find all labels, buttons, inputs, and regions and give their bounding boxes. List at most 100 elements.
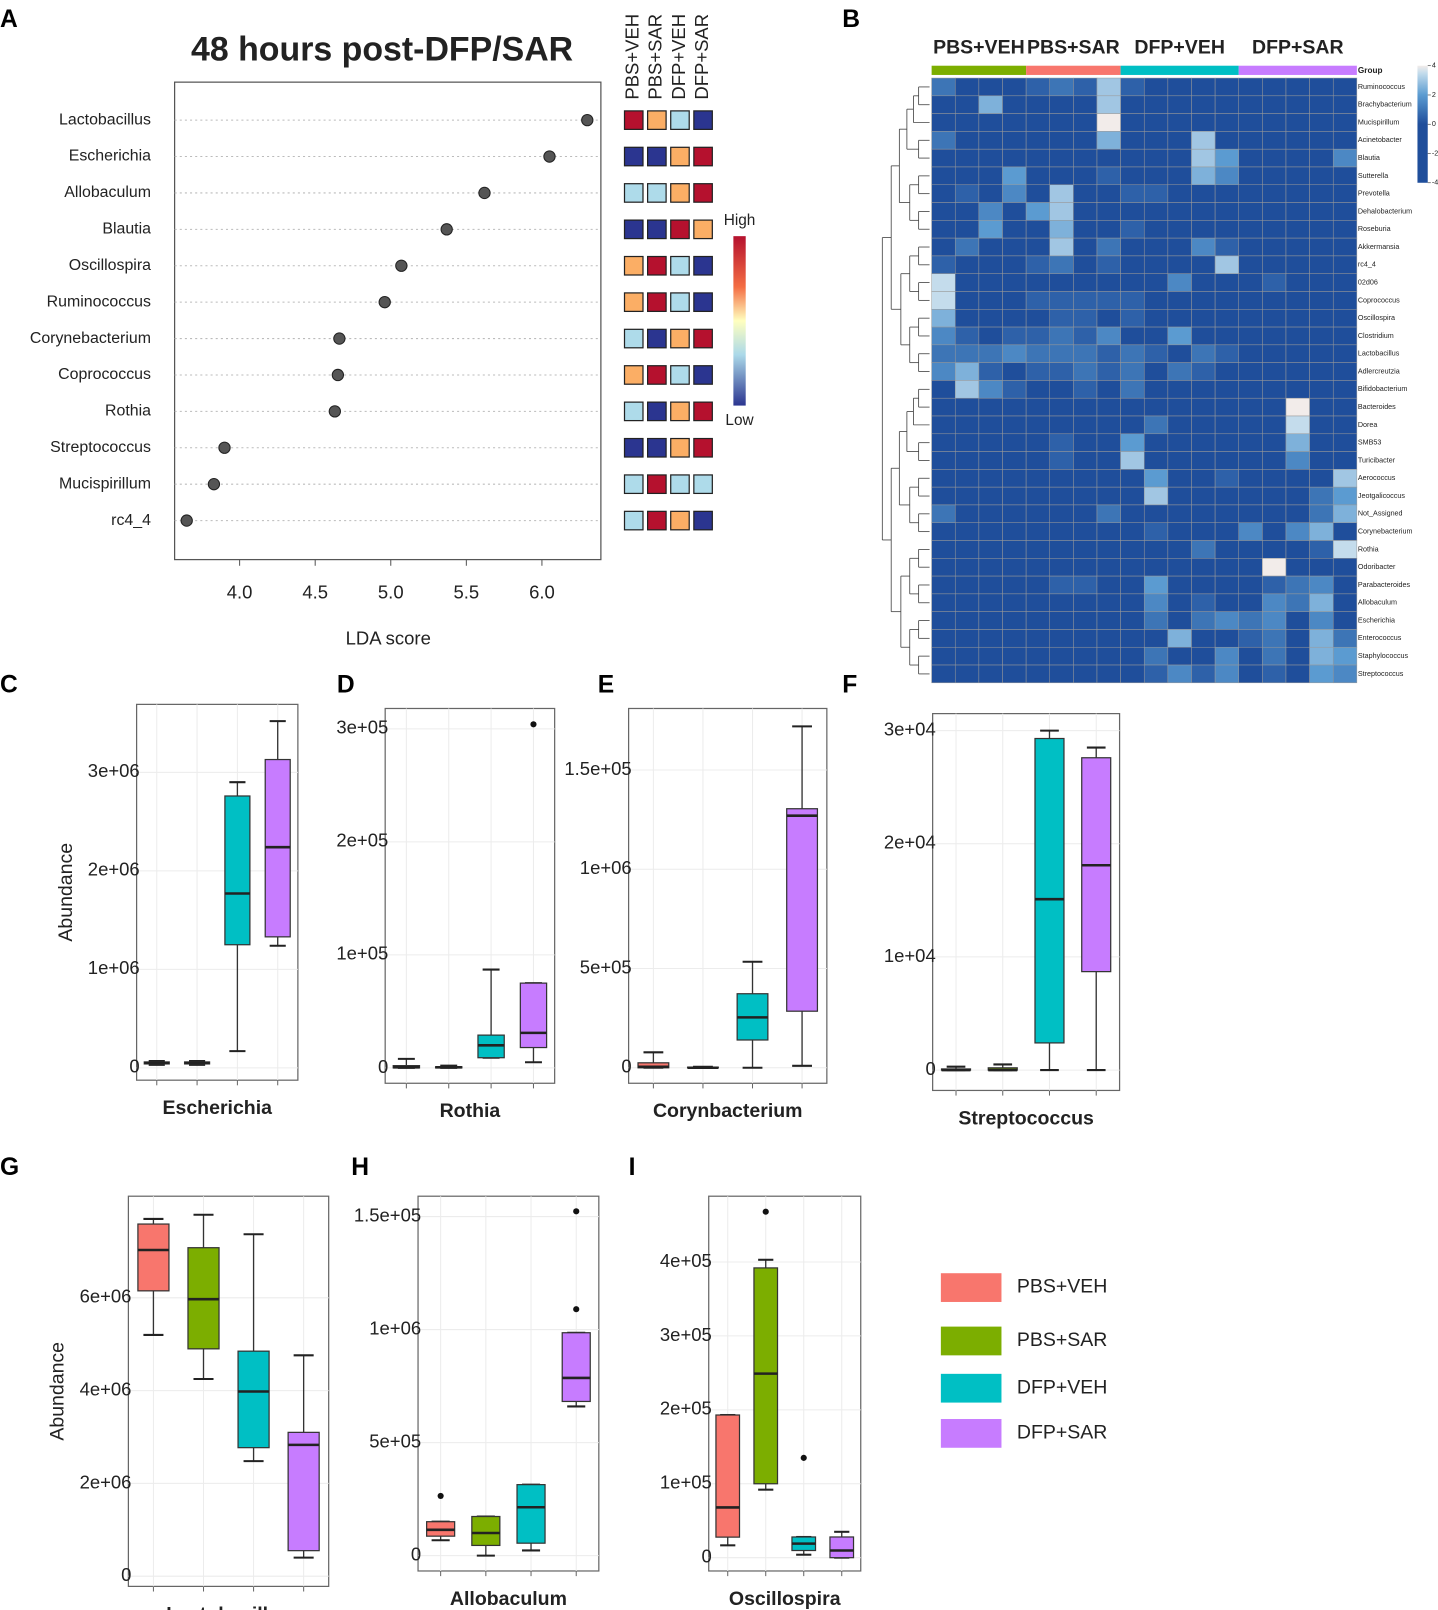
- heat-cell: [931, 575, 956, 595]
- heat-cell: [1073, 540, 1098, 559]
- y-tick-label: 1e+06: [369, 1317, 421, 1338]
- heat-cell: [1285, 646, 1310, 666]
- heat-cell: [931, 95, 956, 114]
- heat-cell: [978, 611, 1003, 630]
- heat-cell: [1143, 433, 1169, 452]
- heat-cell: [1167, 522, 1192, 541]
- heat-cell: [1167, 646, 1192, 666]
- heat-cell: [1120, 575, 1145, 595]
- heat-cell: [931, 220, 956, 239]
- heat-cell: [1285, 629, 1310, 648]
- heat-cell: [1238, 415, 1263, 435]
- heat-cell: [1262, 326, 1287, 346]
- group-bar: [931, 65, 1027, 75]
- heat-cell: [1049, 148, 1074, 168]
- heat-cell: [1309, 309, 1334, 328]
- heat-cell: [954, 486, 980, 506]
- heat-cell: [1002, 148, 1027, 168]
- heat-cell: [931, 131, 956, 150]
- panel-letter: C: [0, 671, 18, 698]
- heat-cell: [1214, 380, 1239, 399]
- heat-cell: [1049, 558, 1074, 577]
- heat-cell: [1238, 558, 1263, 577]
- heat-cell: [954, 522, 980, 541]
- heat-cell: [931, 504, 956, 523]
- legend-swatch: [940, 1373, 1002, 1403]
- x-axis-label: Lactobacillus: [166, 1603, 291, 1610]
- color-tick-label: 0: [1432, 120, 1436, 128]
- y-tick-label: 1e+06: [580, 857, 632, 878]
- heat-cell: [1025, 202, 1050, 221]
- group-cell: [693, 110, 713, 130]
- heat-cell: [1049, 522, 1074, 541]
- category-label: Coprococcus: [58, 366, 151, 383]
- heat-cell: [1285, 95, 1310, 114]
- heat-cell: [1167, 575, 1192, 595]
- heat-cell: [1262, 362, 1287, 381]
- heat-cell: [1025, 131, 1050, 150]
- heat-cell: [1262, 237, 1287, 257]
- heat-cell: [1191, 451, 1216, 470]
- heat-cell: [954, 113, 980, 132]
- heat-cell: [1332, 522, 1358, 541]
- heat-cell: [1309, 77, 1334, 97]
- heat-cell: [1049, 486, 1074, 506]
- heat-cell: [1120, 220, 1145, 239]
- heat-cell: [1191, 397, 1216, 417]
- heat-cell: [1214, 486, 1239, 506]
- heat-cell: [1214, 504, 1239, 523]
- heat-cell: [1167, 166, 1192, 186]
- heat-cell: [1285, 540, 1310, 559]
- heat-cell: [1309, 433, 1334, 452]
- heat-cell: [931, 486, 956, 506]
- group-column-label: PBS+SAR: [645, 14, 666, 100]
- heat-cell: [1214, 522, 1239, 541]
- heat-cell: [1214, 220, 1239, 239]
- heat-cell: [1073, 433, 1098, 452]
- heat-cell: [1238, 664, 1263, 684]
- category-label: Escherichia: [69, 148, 151, 165]
- category-label: Corynebacterium: [30, 330, 151, 347]
- heat-cell: [978, 504, 1003, 523]
- group-header: PBS+VEH: [933, 36, 1025, 58]
- heat-cell: [978, 184, 1003, 203]
- row-label: Dehalobacterium: [1358, 207, 1412, 215]
- panel-letter: B: [842, 6, 860, 33]
- heat-cell: [1002, 575, 1027, 595]
- heat-cell: [1285, 433, 1310, 452]
- heat-cell: [1214, 202, 1239, 221]
- group-cell: [623, 328, 644, 349]
- heat-cell: [1332, 593, 1358, 612]
- heat-cell: [1143, 326, 1169, 346]
- heat-cell: [1214, 397, 1239, 417]
- row-label: Not_Assigned: [1358, 510, 1403, 518]
- heat-cell: [954, 77, 980, 97]
- box: [519, 982, 548, 1049]
- heat-cell: [1049, 202, 1074, 221]
- heat-cell: [931, 77, 956, 97]
- heat-cell: [1309, 664, 1334, 684]
- heat-cell: [978, 237, 1003, 257]
- heat-cell: [978, 397, 1003, 417]
- color-tick-label: -4: [1432, 179, 1438, 187]
- legend-swatch: [940, 1273, 1002, 1302]
- legend-label: DFP+SAR: [1017, 1422, 1108, 1444]
- heat-cell: [1096, 326, 1121, 346]
- heat-cell: [1238, 646, 1263, 666]
- heat-cell: [1309, 362, 1334, 381]
- heat-cell: [1143, 113, 1169, 132]
- heat-cell: [954, 611, 980, 630]
- heat-cell: [1025, 486, 1050, 506]
- dot: [328, 405, 342, 418]
- heat-cell: [1120, 522, 1145, 541]
- heat-cell: [1262, 380, 1287, 399]
- heat-cell: [1332, 344, 1358, 363]
- heat-cell: [1120, 397, 1145, 417]
- heat-cell: [1214, 148, 1239, 168]
- heat-cell: [1332, 131, 1358, 150]
- heat-cell: [1096, 433, 1121, 452]
- heat-cell: [1143, 148, 1169, 168]
- color-tick-label: 4: [1432, 62, 1436, 70]
- heat-cell: [1120, 148, 1145, 168]
- heat-cell: [1238, 362, 1263, 381]
